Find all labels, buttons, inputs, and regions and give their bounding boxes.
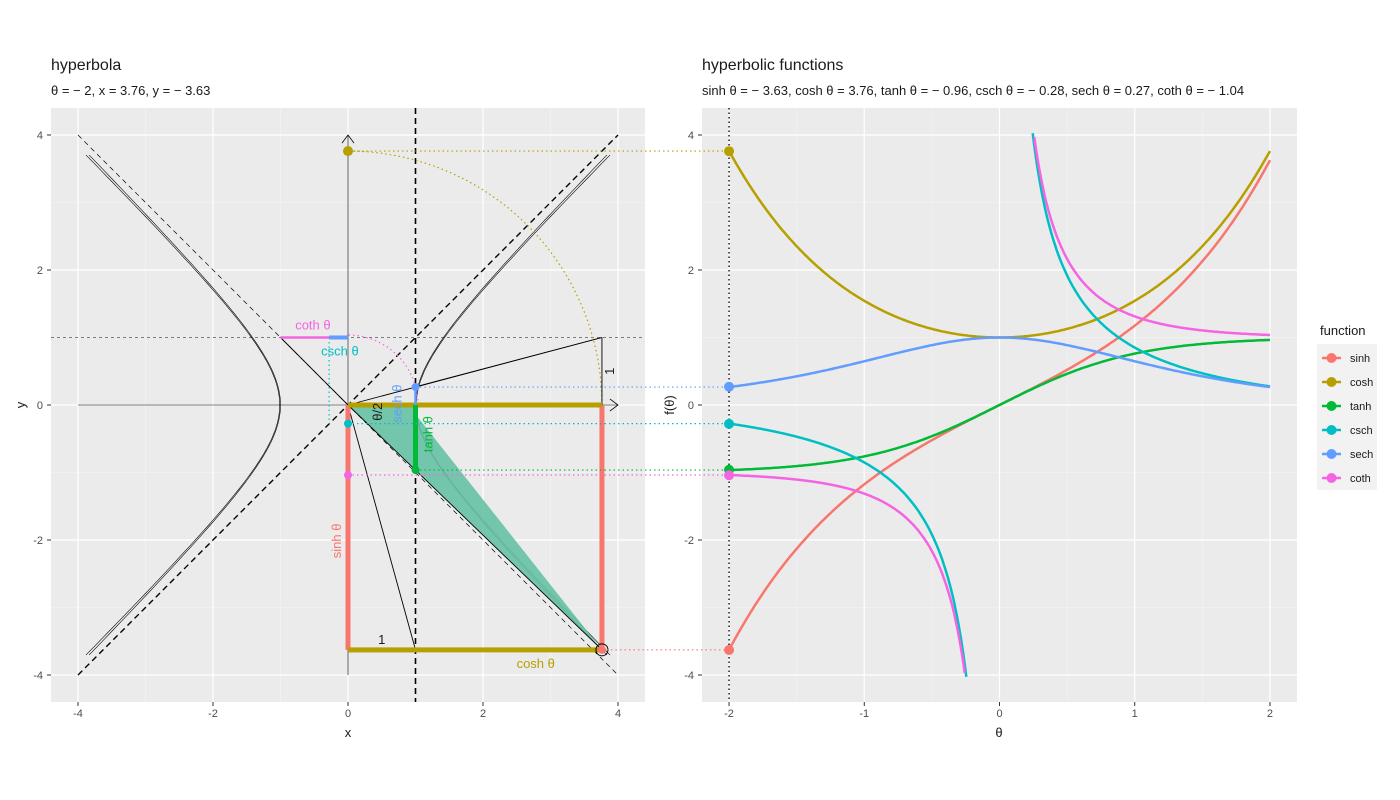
coth-curve-positive <box>1033 137 1270 337</box>
legend-key-marker <box>1326 425 1337 435</box>
right-axis-ticks: -2 -1 0 1 2 -4 -2 0 2 4 <box>684 130 1273 720</box>
y-tick-label: -4 <box>684 670 694 682</box>
legend-background <box>1317 344 1377 490</box>
y-tick-label: 2 <box>688 265 694 277</box>
left-title: hyperbola <box>51 57 121 74</box>
cosh-value-marker <box>724 146 735 157</box>
left-y-axis-label: y <box>13 401 28 408</box>
x-tick-label: 0 <box>996 708 1002 720</box>
legend-key-marker <box>1326 473 1337 483</box>
radius-line <box>347 404 603 651</box>
hyperbola-left-branch <box>88 154 281 656</box>
legend-key-marker <box>1326 449 1337 459</box>
legend-key-marker <box>1326 377 1337 387</box>
x-tick-label: 0 <box>345 708 351 720</box>
x-tick-label: 2 <box>1267 708 1273 720</box>
csch-curve-negative <box>728 422 968 677</box>
y-axis-arrowhead <box>341 134 355 144</box>
y-tick-label: 0 <box>688 400 694 412</box>
right-title: hyperbolic functions <box>702 57 843 74</box>
legend-label-cosh: cosh <box>1350 377 1373 389</box>
legend-key-marker <box>1326 353 1337 363</box>
hyperbola-left-branch-outline <box>85 154 280 656</box>
legend-label-tanh: tanh <box>1350 401 1371 413</box>
x-tick-label: 1 <box>1132 708 1138 720</box>
coth-value-marker <box>724 470 735 481</box>
y-tick-label: 4 <box>37 130 43 142</box>
coth-label: coth θ <box>295 318 330 333</box>
y-tick-label: 2 <box>37 265 43 277</box>
right-x-axis-label: θ <box>995 725 1002 740</box>
legend: function sinh cosh tanh csch sech coth <box>1317 323 1377 490</box>
sinh-label: sinh θ <box>329 524 344 559</box>
csch-label: csch θ <box>321 344 359 359</box>
y-tick-label: 4 <box>688 130 694 142</box>
left-x-axis-label: x <box>345 725 352 740</box>
left-subtitle: θ = − 2, x = 3.76, y = − 3.63 <box>51 83 210 98</box>
x-tick-label: -2 <box>724 708 734 720</box>
legend-label-sech: sech <box>1350 449 1373 461</box>
right-subtitle: sinh θ = − 3.63, cosh θ = 3.76, tanh θ =… <box>702 83 1244 98</box>
legend-label-sinh: sinh <box>1350 353 1370 365</box>
cosh-label: cosh θ <box>517 656 555 671</box>
x-tick-label: -2 <box>208 708 218 720</box>
tanh-curve <box>728 338 1271 472</box>
legend-key-marker <box>1326 401 1337 411</box>
tanh-label: tanh θ <box>421 416 436 452</box>
sech-label: sech θ <box>390 384 405 422</box>
x-axis-arrowhead <box>609 398 619 412</box>
csch-curve-positive <box>1031 133 1271 388</box>
cosh-projection-arc <box>348 150 603 405</box>
x-tick-label: 2 <box>480 708 486 720</box>
y-tick-label: -2 <box>33 535 43 547</box>
y-tick-label: -2 <box>684 535 694 547</box>
construction-line <box>347 404 416 650</box>
legend-title: function <box>1320 323 1366 338</box>
construction-line <box>415 337 603 388</box>
unit-label-right: 1 <box>602 368 617 375</box>
right-y-axis-label: f(θ) <box>662 395 677 415</box>
x-tick-label: -4 <box>73 708 83 720</box>
sech-value-marker <box>724 381 735 392</box>
x-tick-label: -1 <box>859 708 869 720</box>
construction-line <box>280 337 349 406</box>
sech-curve <box>728 336 1271 389</box>
x-tick-label: 4 <box>615 708 621 720</box>
legend-label-csch: csch <box>1350 425 1373 437</box>
csch-value-marker <box>724 418 735 429</box>
coth-curve-negative <box>729 473 966 673</box>
left-plot-area <box>51 108 645 702</box>
unit-label-bottom: 1 <box>378 632 385 647</box>
half-theta-label: θ/2 <box>370 403 385 421</box>
left-axis-ticks: -4 -2 0 2 4 -4 -2 0 2 4 <box>33 130 621 720</box>
left-annotations: coth θ csch θ sinh θ cosh θ tanh θ sech θ 1 1 θ/… <box>295 318 617 671</box>
right-plot-area <box>724 108 1272 702</box>
connector-lines <box>348 150 730 651</box>
y-tick-label: -4 <box>33 670 43 682</box>
y-tick-label: 0 <box>37 400 43 412</box>
legend-label-coth: coth <box>1350 473 1371 485</box>
